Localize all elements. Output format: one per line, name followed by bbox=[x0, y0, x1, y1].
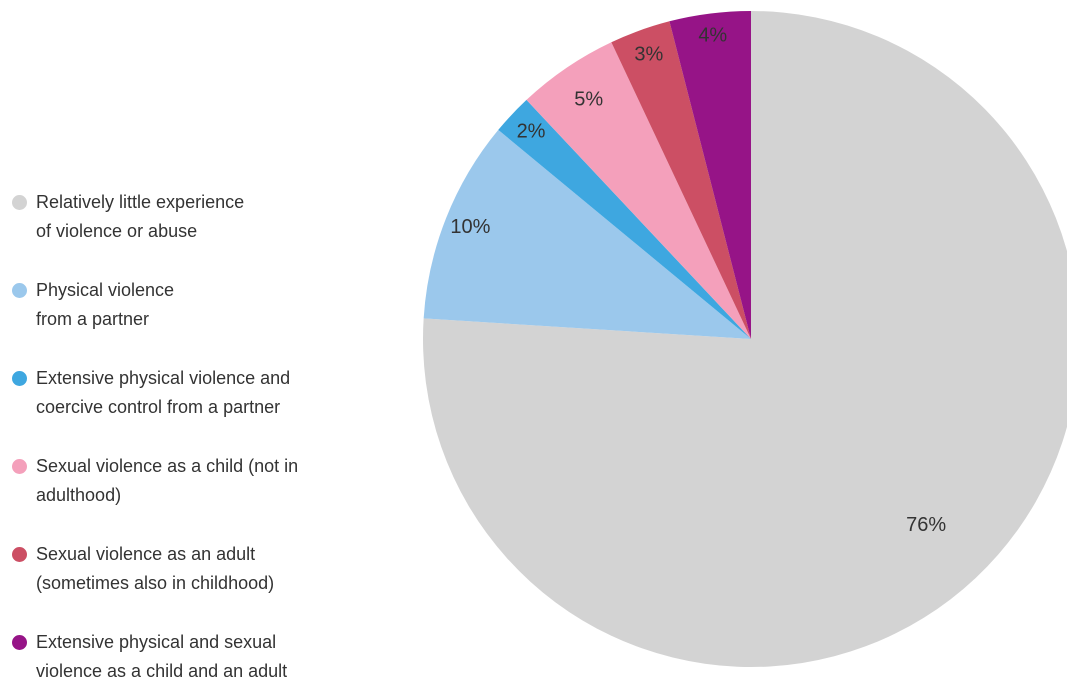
legend-label-extensive-physical-coercive: Extensive physical violence and coercive… bbox=[36, 368, 291, 417]
legend-item-physical-partner: Physical violence from a partner bbox=[12, 276, 392, 336]
pie-slice-little-experience bbox=[423, 11, 1067, 667]
legend-label-physical-partner: Physical violence from a partner bbox=[36, 280, 175, 329]
pie-label-sexual-adult: 3% bbox=[634, 43, 663, 65]
pie-label-little-experience: 76% bbox=[906, 514, 946, 536]
legend-item-little-experience: Relatively little experience of violence… bbox=[12, 188, 392, 248]
pie-slice-physical-partner bbox=[423, 129, 751, 339]
pie-label-sexual-child: 5% bbox=[574, 89, 603, 111]
legend-swatch-extensive-physical-sexual bbox=[12, 635, 27, 650]
legend-label-extensive-physical-sexual: Extensive physical and sexual violence a… bbox=[36, 632, 288, 681]
pie-slice-sexual-child bbox=[526, 42, 751, 339]
pie-slice-extensive-physical-sexual bbox=[669, 11, 751, 339]
pie-slice-sexual-adult bbox=[611, 21, 751, 340]
legend-item-extensive-physical-sexual: Extensive physical and sexual violence a… bbox=[12, 628, 392, 688]
legend-swatch-little-experience bbox=[12, 195, 27, 210]
legend-label-sexual-child: Sexual violence as a child (not in adult… bbox=[36, 456, 299, 505]
pie-slice-extensive-physical-coercive bbox=[498, 99, 751, 340]
legend-label-sexual-adult: Sexual violence as an adult (sometimes a… bbox=[36, 544, 275, 593]
legend-item-extensive-physical-coercive: Extensive physical violence and coercive… bbox=[12, 364, 392, 424]
pie-labels: 76% 10% 2% 5% 3% 4% bbox=[450, 25, 946, 536]
legend-swatch-extensive-physical-coercive bbox=[12, 371, 27, 386]
legend-label-little-experience: Relatively little experience of violence… bbox=[36, 192, 245, 241]
pie-label-extensive-physical-sexual: 4% bbox=[698, 25, 727, 47]
legend-item-sexual-child: Sexual violence as a child (not in adult… bbox=[12, 452, 392, 512]
pie-label-extensive-physical-coercive: 2% bbox=[517, 121, 546, 143]
pie-slices bbox=[423, 11, 1067, 667]
pie-label-physical-partner: 10% bbox=[450, 216, 490, 238]
legend-swatch-sexual-adult bbox=[12, 547, 27, 562]
legend-swatch-sexual-child bbox=[12, 459, 27, 474]
legend-item-sexual-adult: Sexual violence as an adult (sometimes a… bbox=[12, 540, 392, 600]
legend-swatch-physical-partner bbox=[12, 283, 27, 298]
